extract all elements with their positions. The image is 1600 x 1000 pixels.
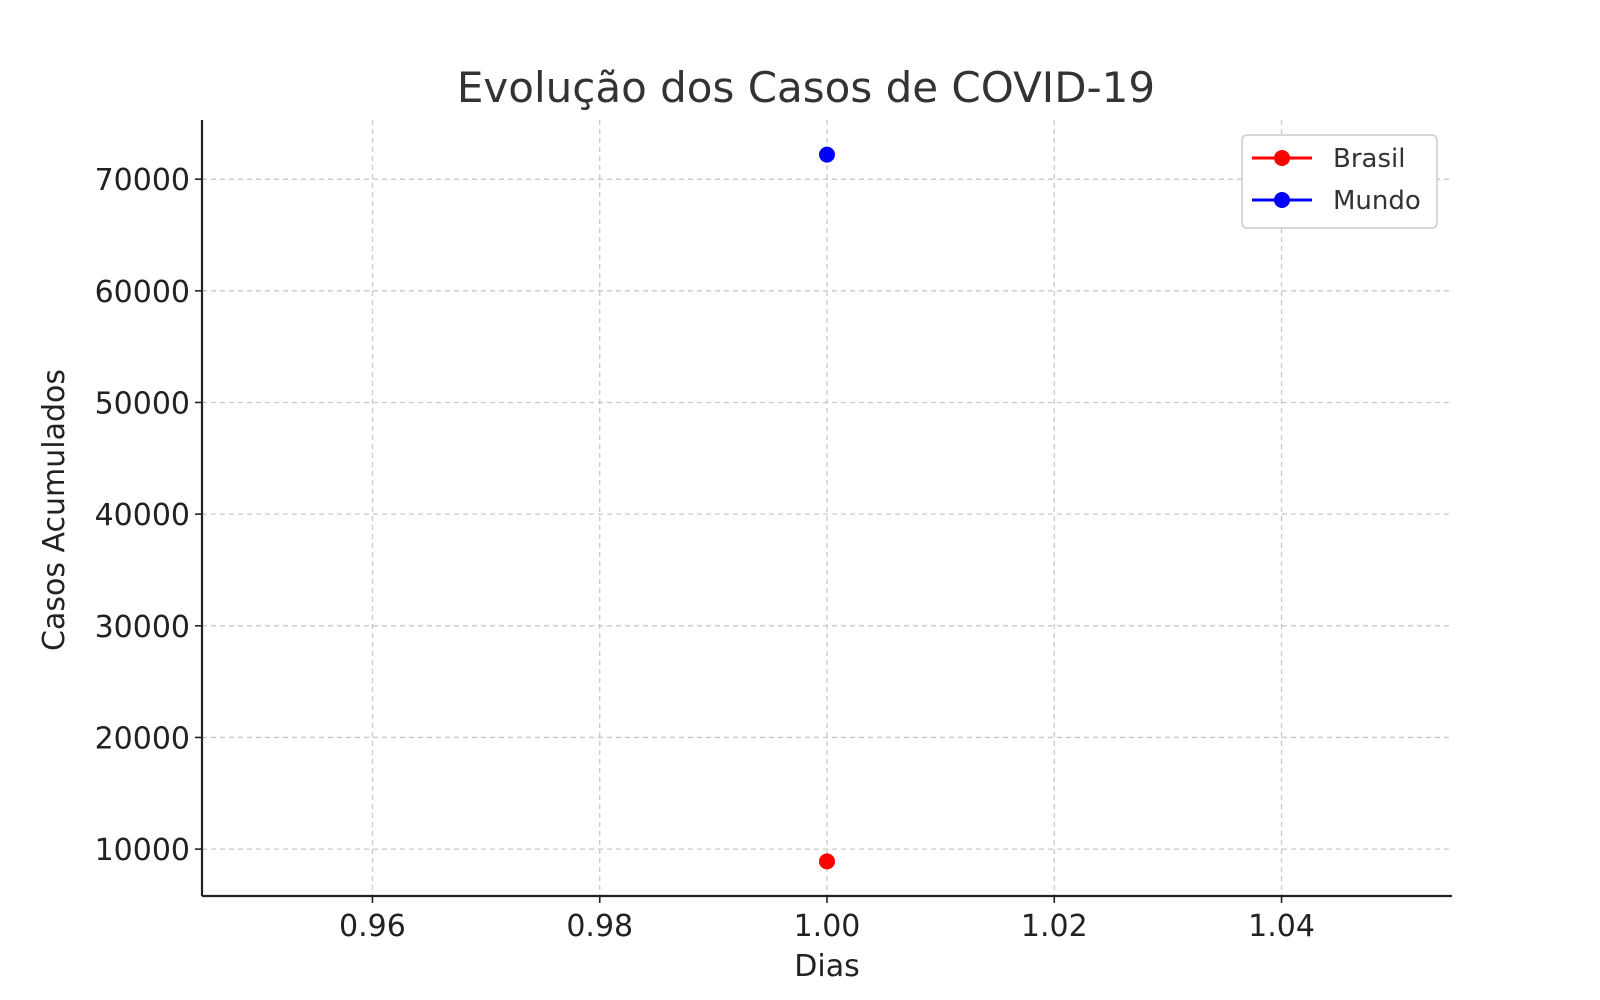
series-brasil bbox=[819, 853, 835, 870]
series-mundo bbox=[819, 146, 835, 163]
x-axis-label: Dias bbox=[794, 949, 859, 984]
y-tick-label: 20000 bbox=[95, 721, 190, 756]
legend: Brasil Mundo bbox=[1241, 134, 1438, 229]
y-tick-label: 70000 bbox=[95, 163, 190, 198]
x-tick-label: 1.04 bbox=[1248, 909, 1315, 944]
y-tick-label: 40000 bbox=[95, 498, 190, 533]
legend-label: Mundo bbox=[1333, 186, 1421, 216]
series bbox=[819, 146, 835, 870]
grid bbox=[202, 120, 1452, 896]
y-tick-label: 50000 bbox=[95, 386, 190, 421]
data-point bbox=[819, 146, 835, 163]
legend-item-mundo: Mundo bbox=[1252, 186, 1421, 216]
x-tick-label: 0.98 bbox=[566, 909, 633, 944]
legend-marker bbox=[1274, 192, 1290, 208]
data-point bbox=[819, 853, 835, 870]
y-tick-label: 30000 bbox=[95, 610, 190, 645]
chart-title: Evolução dos Casos de COVID-19 bbox=[457, 63, 1155, 112]
x-tick-label: 1.02 bbox=[1021, 909, 1088, 944]
y-tick-label: 60000 bbox=[95, 275, 190, 310]
legend-item-brasil: Brasil bbox=[1252, 144, 1405, 174]
legend-label: Brasil bbox=[1333, 144, 1405, 174]
x-tick-label: 0.96 bbox=[339, 909, 406, 944]
legend-marker bbox=[1274, 150, 1290, 166]
y-tick-label: 10000 bbox=[95, 833, 190, 868]
y-axis-label: Casos Acumulados bbox=[37, 369, 72, 651]
y-ticks: 10000 20000 30000 40000 50000 60000 70000 bbox=[95, 163, 202, 868]
x-ticks: 0.96 0.98 1.00 1.02 1.04 bbox=[339, 896, 1315, 944]
x-tick-label: 1.00 bbox=[794, 909, 861, 944]
